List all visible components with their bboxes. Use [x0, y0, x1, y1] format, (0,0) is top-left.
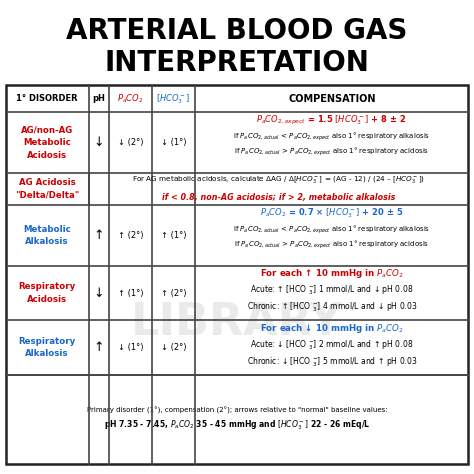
Text: COMPENSATION: COMPENSATION — [288, 94, 375, 104]
Text: Chronic: ↑ [HCO $_{3}^{-}$] 4 mmol/L and ↓ pH 0.03: Chronic: ↑ [HCO $_{3}^{-}$] 4 mmol/L and… — [246, 301, 417, 314]
Text: ↑: ↑ — [93, 341, 104, 354]
Text: If $P_aCO_{2, actual}$ < $P_aCO_{2, expect}$ also 1° respiratory alkalosis: If $P_aCO_{2, actual}$ < $P_aCO_{2, expe… — [233, 130, 430, 143]
Text: Respiratory
Alkalosis: Respiratory Alkalosis — [18, 337, 76, 358]
Text: $P_aCO_2$ = 0.7 × $[HCO_3^-]$ + 20 ± 5: $P_aCO_2$ = 0.7 × $[HCO_3^-]$ + 20 ± 5 — [260, 207, 403, 220]
Text: ↑ (1°): ↑ (1°) — [118, 289, 143, 298]
Text: ↑ (2°): ↑ (2°) — [161, 289, 186, 298]
Text: If $P_aCO_{2, actual}$ > $P_aCO_{2, expect}$ also 1° respiratory acidosis: If $P_aCO_{2, actual}$ > $P_aCO_{2, expe… — [234, 239, 429, 251]
Text: ↓: ↓ — [93, 287, 104, 300]
Text: pH: pH — [92, 94, 105, 103]
Text: Primary disorder (1°), compensation (2°); arrows relative to "normal" baseline v: Primary disorder (1°), compensation (2°)… — [87, 407, 387, 414]
Text: ↑ (1°): ↑ (1°) — [161, 231, 186, 240]
Bar — [90, 174, 467, 204]
Text: For each ↓ 10 mmHg in $P_aCO_2$: For each ↓ 10 mmHg in $P_aCO_2$ — [260, 322, 404, 335]
Text: INTERPRETATION: INTERPRETATION — [105, 48, 369, 77]
Text: AG Acidosis
"Delta/Delta": AG Acidosis "Delta/Delta" — [15, 178, 79, 200]
Bar — [6, 85, 468, 464]
Text: ↓ (2°): ↓ (2°) — [161, 343, 186, 352]
Text: ↓ (2°): ↓ (2°) — [118, 138, 143, 147]
Text: pH 7.35 - 7.45, $P_aCO_2$ 35 - 45 mmHg and $[HCO_3^-]$ 22 - 26 mEq/L: pH 7.35 - 7.45, $P_aCO_2$ 35 - 45 mmHg a… — [104, 418, 370, 432]
Text: For each ↑ 10 mmHg in $P_aCO_2$: For each ↑ 10 mmHg in $P_aCO_2$ — [260, 267, 404, 280]
Text: Chronic: ↓ [HCO $_{3}^{-}$] 5 mmol/L and ↑ pH 0.03: Chronic: ↓ [HCO $_{3}^{-}$] 5 mmol/L and… — [246, 355, 417, 369]
Text: Acute: ↑ [HCO $_{3}^{-}$] 1 mmol/L and ↓ pH 0.08: Acute: ↑ [HCO $_{3}^{-}$] 1 mmol/L and ↓… — [250, 283, 413, 297]
Text: ↑: ↑ — [93, 229, 104, 242]
Text: Acute: ↓ [HCO $_{3}^{-}$] 2 mmol/L and ↑ pH 0.08: Acute: ↓ [HCO $_{3}^{-}$] 2 mmol/L and ↑… — [250, 338, 413, 352]
Text: ARTERIAL BLOOD GAS: ARTERIAL BLOOD GAS — [66, 17, 408, 45]
Text: AG/non-AG
Metabolic
Acidosis: AG/non-AG Metabolic Acidosis — [21, 126, 73, 160]
Text: LIBRARY: LIBRARY — [131, 301, 343, 344]
Text: ↑ (2°): ↑ (2°) — [118, 231, 143, 240]
Text: If $P_aCO_{2, actual}$ < $P_aCO_{2, expect}$ also 1° respiratory alkalosis: If $P_aCO_{2, actual}$ < $P_aCO_{2, expe… — [233, 223, 430, 236]
Text: Respiratory
Acidosis: Respiratory Acidosis — [18, 283, 76, 304]
Text: Metabolic
Alkalosis: Metabolic Alkalosis — [23, 225, 71, 246]
Text: ↓ (1°): ↓ (1°) — [118, 343, 143, 352]
Text: 1° DISORDER: 1° DISORDER — [16, 94, 78, 103]
Text: ↓: ↓ — [93, 136, 104, 149]
Text: $P_aCO_{2,expect}$ = 1.5 $[HCO_3^-]$ + 8 ± 2: $P_aCO_{2,expect}$ = 1.5 $[HCO_3^-]$ + 8… — [256, 114, 407, 127]
Text: $P_aCO_2$: $P_aCO_2$ — [117, 92, 144, 105]
Text: if < 0.8, non-AG acidosis; if > 2, metabolic alkalosis: if < 0.8, non-AG acidosis; if > 2, metab… — [162, 193, 395, 202]
Text: If $P_aCO_{2, actual}$ > $P_aCO_{2, expect}$ also 1° respiratory acidosis: If $P_aCO_{2, actual}$ > $P_aCO_{2, expe… — [234, 146, 429, 158]
Text: $[HCO_3^-]$: $[HCO_3^-]$ — [156, 92, 191, 106]
Text: ↓ (1°): ↓ (1°) — [161, 138, 186, 147]
Text: For AG metabolic acidosis, calculate $\Delta$AG / $\Delta[HCO_3^-]$ = (AG - 12) : For AG metabolic acidosis, calculate $\D… — [132, 174, 425, 185]
